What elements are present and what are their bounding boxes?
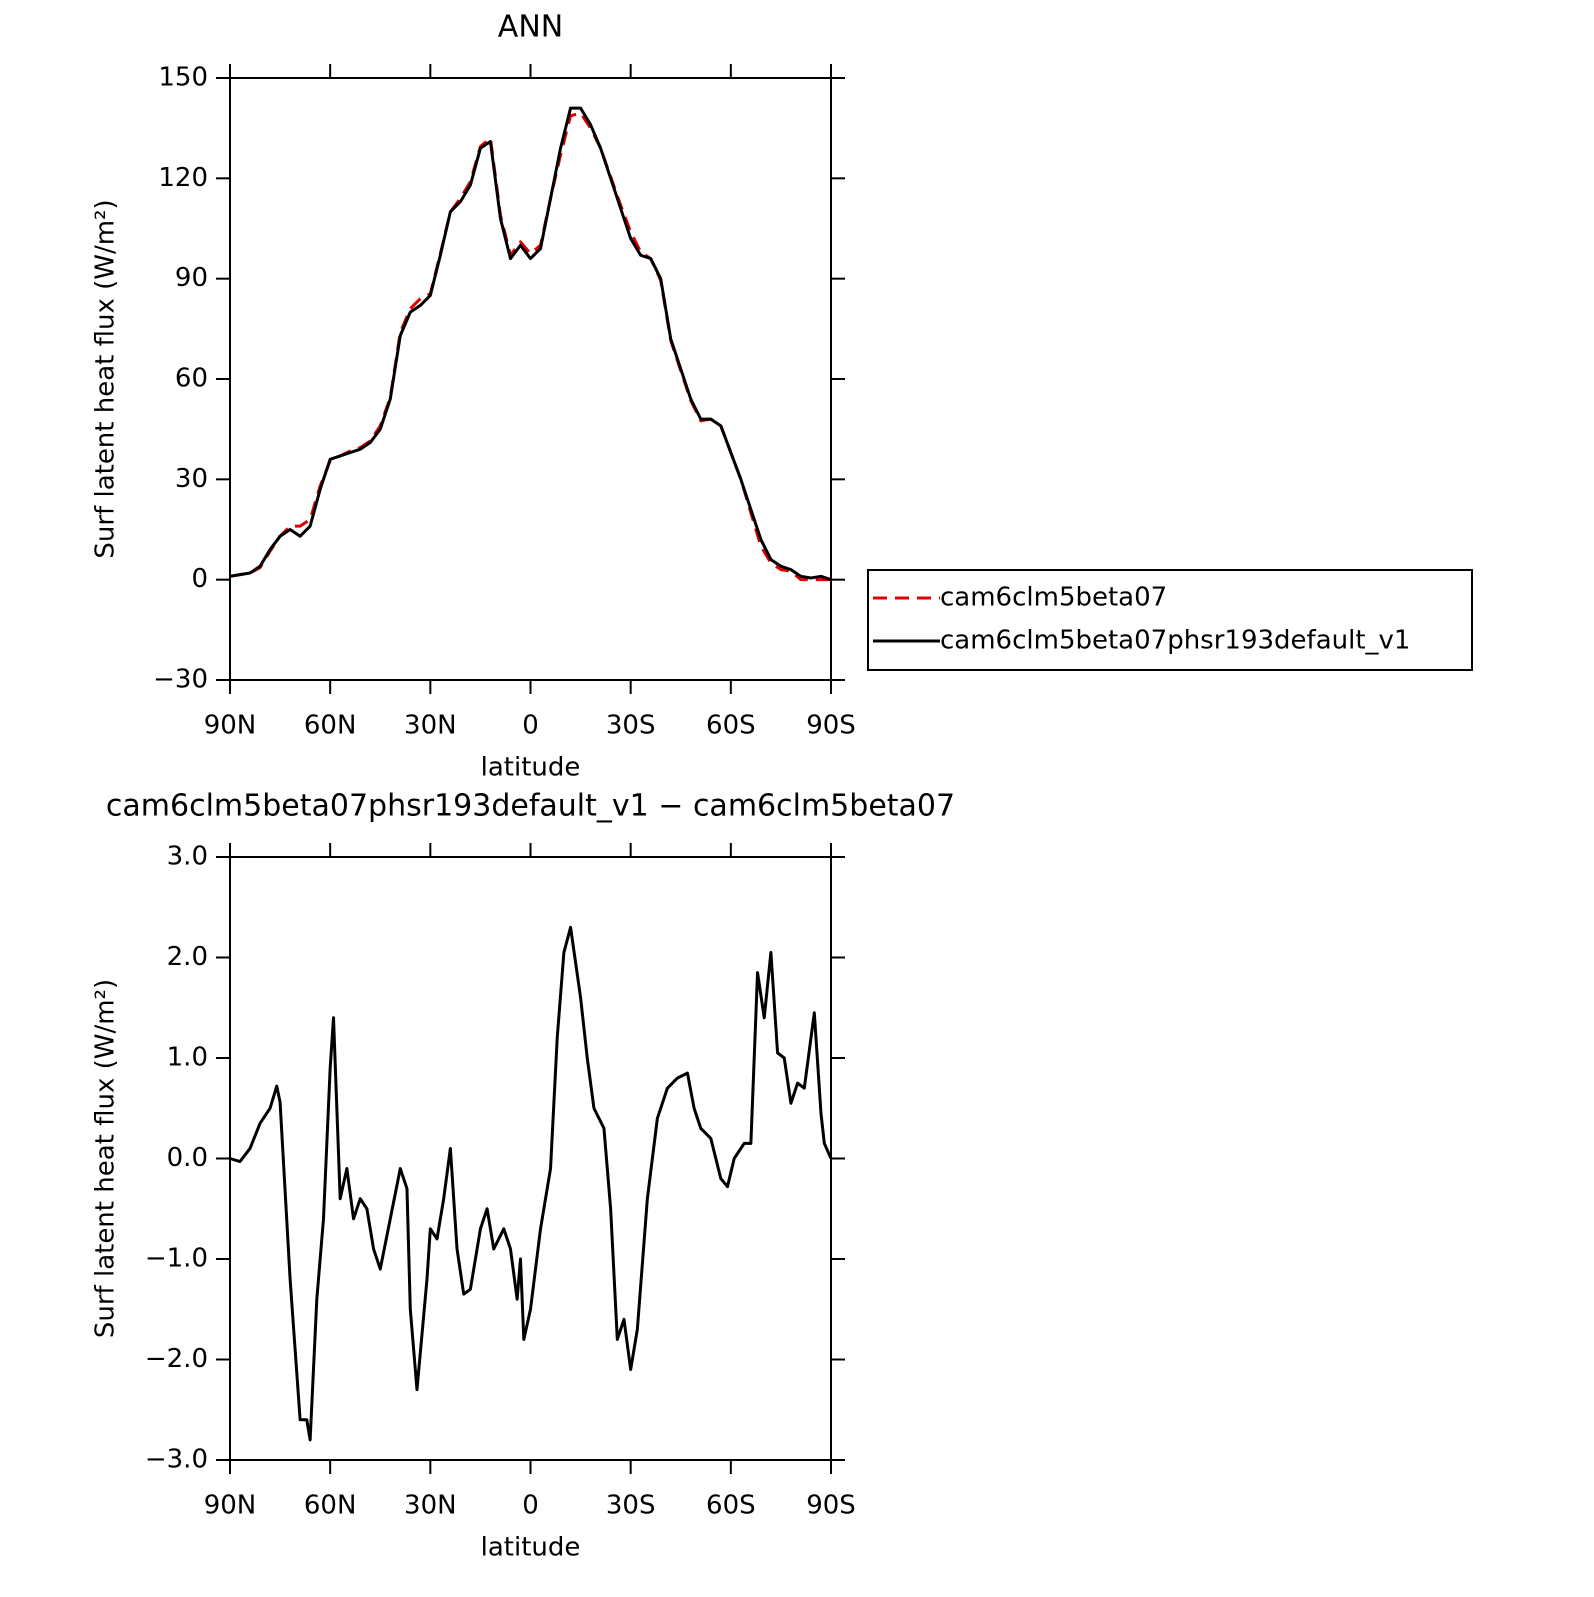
y-axis-label: Surf latent heat flux (W/m²) (91, 979, 121, 1338)
y-tick-label: −1.0 (145, 1244, 208, 1274)
y-tick-label: 0 (191, 564, 208, 594)
chart-title: cam6clm5beta07phsr193default_v1 − cam6cl… (106, 789, 955, 824)
x-tick-label: 90N (204, 1491, 257, 1521)
x-tick-label: 30N (404, 1491, 457, 1521)
data-line (229, 925, 833, 1442)
legend-label: cam6clm5beta07 (940, 583, 1167, 613)
x-tick-label: 0 (522, 711, 539, 741)
data-line (229, 111, 831, 582)
plot-frame (229, 856, 832, 1461)
x-tick-label: 60N (304, 1491, 357, 1521)
y-tick-label: 90 (175, 263, 208, 293)
x-axis-label: latitude (481, 1533, 581, 1563)
y-tick-label: 30 (175, 464, 208, 494)
y-tick-label: −2.0 (145, 1344, 208, 1374)
x-tick-label: 60S (706, 711, 756, 741)
data-line (229, 106, 832, 582)
x-axis-label: latitude (481, 753, 581, 783)
x-tick-label: 30S (606, 1491, 656, 1521)
x-tick-label: 90S (806, 1491, 856, 1521)
y-tick-label: 2.0 (167, 942, 208, 972)
x-tick-label: 30N (404, 711, 457, 741)
plot-frame (229, 77, 832, 681)
chart-title: ANN (498, 10, 563, 45)
y-axis-label: Surf latent heat flux (W/m²) (91, 199, 121, 558)
y-tick-label: −30 (153, 665, 208, 695)
x-tick-label: 0 (522, 1491, 539, 1521)
y-tick-label: 150 (158, 63, 208, 93)
y-tick-label: 3.0 (167, 842, 208, 872)
y-tick-label: 60 (175, 364, 208, 394)
y-tick-label: 1.0 (167, 1043, 208, 1073)
x-tick-label: 60N (304, 711, 357, 741)
x-tick-label: 60S (706, 1491, 756, 1521)
x-tick-label: 30S (606, 711, 656, 741)
legend-label: cam6clm5beta07phsr193default_v1 (940, 626, 1410, 656)
y-tick-label: 120 (158, 163, 208, 193)
legend-box (867, 569, 1473, 671)
x-tick-label: 90N (204, 711, 257, 741)
y-tick-label: 0.0 (167, 1143, 208, 1173)
x-tick-label: 90S (806, 711, 856, 741)
y-tick-label: −3.0 (145, 1445, 208, 1475)
